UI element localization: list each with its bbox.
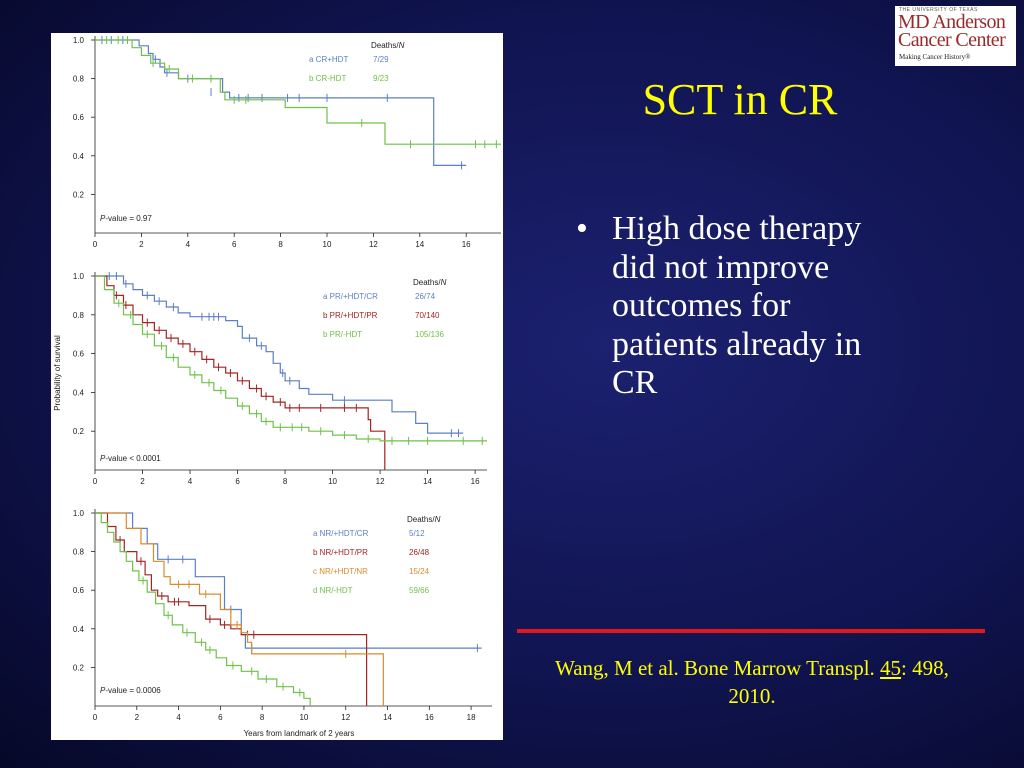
y-tick-label: 0.6 [73,113,85,122]
x-axis-label: Years from landmark of 2 years [244,729,355,738]
legend-label: d NR/-HDT [313,586,353,595]
legend-deaths: 26/48 [409,548,430,557]
x-tick-label: 8 [260,713,265,722]
x-tick-label: 16 [462,240,471,249]
legend-label: b PR/-HDT [323,330,362,339]
x-tick-label: 4 [188,477,193,486]
survival-curve-a-cr-hdt [95,39,467,166]
citation-pre: Wang, M et al. Bone Marrow Transpl. [555,656,881,680]
x-tick-label: 18 [467,713,476,722]
y-tick-label: 1.0 [73,36,85,45]
logo-university: THE UNIVERSITY OF TEXAS [899,7,978,13]
logo-line-2: Cancer Center [898,29,1006,51]
x-tick-label: 10 [323,240,332,249]
legend-label: c NR/+HDT/NR [313,567,368,576]
legend-deaths: 15/24 [409,567,430,576]
x-tick-label: 0 [93,713,98,722]
legend-header: Deaths/N [407,515,441,524]
legend-label: a NR/+HDT/CR [313,529,369,538]
survival-curves-svg: 0.2 0.4 0.6 0.8 1.0 0 2 4 6 8 10 12 14 16 Deaths/N a CR… [53,36,501,738]
p-value-label: P-value = 0.97 [100,214,152,223]
x-tick-label: 6 [232,240,237,249]
x-tick-label: 6 [218,713,223,722]
x-tick-label: 0 [93,477,98,486]
y-axis-label: Probability of survival [53,335,62,411]
x-tick-label: 4 [176,713,181,722]
x-tick-label: 10 [299,713,308,722]
citation-post: : 498, 2010. [728,656,949,708]
legend-label: b PR/+HDT/PR [323,311,378,320]
x-tick-label: 8 [278,240,283,249]
x-tick-label: 2 [140,477,145,486]
y-tick-label: 0.8 [73,548,85,557]
y-tick-label: 0.6 [73,586,85,595]
legend-deaths: 26/74 [415,292,436,301]
y-tick-label: 1.0 [73,272,85,281]
x-tick-label: 16 [471,477,480,486]
y-tick-label: 1.0 [73,509,85,518]
x-tick-label: 6 [235,477,240,486]
y-tick-label: 0.2 [73,190,85,199]
legend-label: a CR+HDT [309,55,348,64]
bullet-list: • High dose therapy did not improve outc… [576,210,896,403]
x-tick-label: 2 [135,713,140,722]
x-tick-label: 4 [186,240,191,249]
y-tick-label: 0.8 [73,75,85,84]
survival-curve-a-pr-hdt-cr [95,275,464,434]
x-tick-label: 14 [423,477,432,486]
legend-label: b CR-HDT [309,74,346,83]
x-tick-label: 8 [283,477,288,486]
citation-volume: 45 [880,656,902,680]
legend-header: Deaths/N [413,278,447,287]
y-tick-label: 0.2 [73,663,85,672]
x-tick-label: 2 [139,240,144,249]
legend-deaths: 7/29 [373,55,389,64]
legend-deaths: 105/136 [415,330,444,339]
legend-deaths: 9/23 [373,74,389,83]
x-tick-label: 0 [93,240,98,249]
bullet-item: • High dose therapy did not improve outc… [576,210,896,403]
legend-deaths: 70/140 [415,311,440,320]
y-tick-label: 0.4 [73,152,85,161]
legend-header: Deaths/N [371,41,405,50]
survival-curve-b-nr-hdt-pr [95,512,368,706]
x-tick-label: 16 [425,713,434,722]
p-value-label: P-value < 0.0001 [100,454,161,463]
y-tick-label: 0.8 [73,311,85,320]
survival-curve-b-pr-hdt [95,275,487,442]
y-tick-label: 0.4 [73,388,85,397]
logo-tagline: Making Cancer History® [899,53,971,61]
legend-deaths: 5/12 [409,529,425,538]
x-tick-label: 12 [369,240,378,249]
legend-deaths: 59/66 [409,586,430,595]
x-tick-label: 10 [328,477,337,486]
divider-line [517,629,985,633]
y-tick-label: 0.6 [73,350,85,359]
md-anderson-logo: THE UNIVERSITY OF TEXAS MD Anderson Canc… [895,6,1016,66]
survival-curve-d-nr-hdt [95,512,311,706]
bullet-text: High dose therapy did not improve outcom… [612,210,862,401]
p-value-label: P-value = 0.0006 [100,686,161,695]
survival-curve-b-pr-hdt-pr [95,275,386,470]
x-tick-label: 12 [376,477,385,486]
slide-title: SCT in CR [642,75,838,124]
logo-line-1: MD Anderson [898,11,1006,33]
bullet-icon: • [576,210,588,247]
survival-curve-c-nr-hdt-nr [95,512,384,706]
x-tick-label: 14 [383,713,392,722]
x-tick-label: 12 [341,713,350,722]
survival-figure: 0.2 0.4 0.6 0.8 1.0 0 2 4 6 8 10 12 14 16 Deaths/N a CR… [51,33,503,740]
citation: Wang, M et al. Bone Marrow Transpl. 45: … [530,654,974,710]
y-tick-label: 0.4 [73,625,85,634]
y-tick-label: 0.2 [73,427,85,436]
x-tick-label: 14 [415,240,424,249]
survival-curve-b-cr-hdt [95,39,501,145]
legend-label: b NR/+HDT/PR [313,548,368,557]
legend-label: a PR/+HDT/CR [323,292,378,301]
